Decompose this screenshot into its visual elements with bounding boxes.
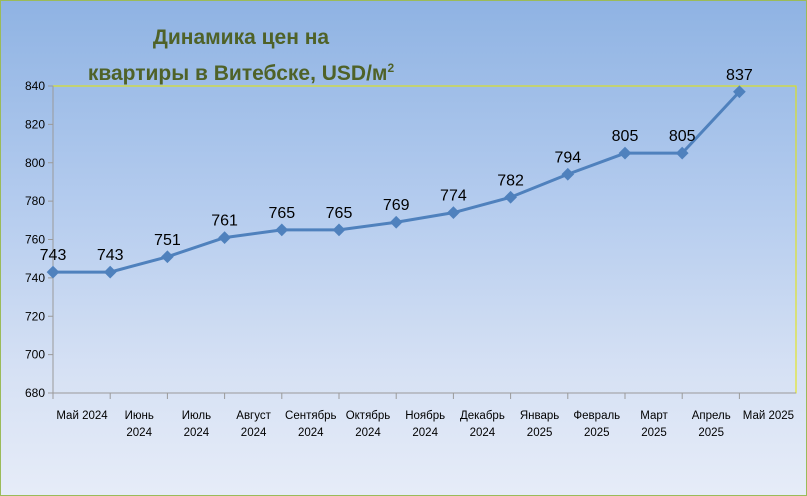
y-tick-label: 800 xyxy=(25,156,45,170)
chart-title-line2-text: квартиры в Витебске, USD/м xyxy=(87,62,388,85)
data-point-marker xyxy=(389,215,403,229)
x-tick-label: Октябрь xyxy=(346,410,391,422)
x-tick-label: Январь xyxy=(520,410,559,422)
x-tick-label: 2024 xyxy=(470,427,496,439)
x-tick-label: 2024 xyxy=(355,427,381,439)
data-point-marker xyxy=(618,146,632,160)
x-tick-label: Декабрь xyxy=(460,410,505,422)
y-tick-label: 780 xyxy=(25,194,45,208)
y-tick-label: 680 xyxy=(25,386,45,400)
chart-title-line2: квартиры в Витебске, USD/м2 xyxy=(61,53,421,89)
data-label: 794 xyxy=(554,149,581,166)
y-tick-label: 720 xyxy=(25,309,45,323)
data-label: 769 xyxy=(383,197,410,214)
data-label: 761 xyxy=(211,213,238,230)
x-tick-label: Август xyxy=(236,410,271,422)
data-point-marker xyxy=(218,231,231,244)
data-point-marker xyxy=(447,206,460,220)
x-tick-label: Май 2025 xyxy=(743,410,794,422)
data-point-marker xyxy=(275,223,289,237)
data-point-marker xyxy=(561,167,575,181)
data-label: 837 xyxy=(726,67,753,84)
chart-title-line1: Динамика цен на xyxy=(152,26,330,49)
data-label: 782 xyxy=(497,172,524,189)
y-tick-label: 740 xyxy=(25,271,45,285)
chart-title-superscript: 2 xyxy=(387,61,395,75)
data-label: 805 xyxy=(669,128,696,145)
y-tick-label: 700 xyxy=(25,348,45,362)
x-tick-label: 2024 xyxy=(126,427,152,439)
data-point-marker xyxy=(504,190,517,204)
x-tick-label: Ноябрь xyxy=(405,410,445,422)
x-tick-label: Май 2024 xyxy=(56,410,108,422)
data-label: 743 xyxy=(40,247,67,264)
x-tick-label: 2025 xyxy=(641,427,667,439)
x-tick-label: Июль xyxy=(182,410,211,422)
y-tick-label: 820 xyxy=(25,117,45,131)
x-tick-label: Март xyxy=(640,410,668,422)
x-tick-label: 2024 xyxy=(184,427,210,439)
x-tick-label: Февраль xyxy=(573,410,620,422)
data-point-marker xyxy=(161,250,174,264)
y-tick-label: 760 xyxy=(25,233,45,247)
x-tick-label: Июнь xyxy=(125,410,154,422)
x-tick-label: 2024 xyxy=(412,427,438,439)
x-tick-label: Сентябрь xyxy=(285,410,337,422)
x-tick-label: 2025 xyxy=(698,427,724,439)
y-tick-label: 840 xyxy=(25,79,45,93)
x-tick-label: 2024 xyxy=(241,427,267,439)
x-tick-label: 2025 xyxy=(527,427,553,439)
data-point-marker xyxy=(332,223,346,237)
x-tick-label: Апрель xyxy=(692,410,731,422)
data-point-marker xyxy=(103,265,117,279)
data-label: 774 xyxy=(440,188,467,205)
chart-title: Динамика цен на квартиры в Витебске, USD… xyxy=(61,23,421,89)
data-point-marker xyxy=(46,265,60,279)
data-label: 765 xyxy=(326,205,353,222)
data-label: 743 xyxy=(97,247,124,264)
data-label: 751 xyxy=(154,232,181,249)
x-tick-label: 2024 xyxy=(298,427,324,439)
data-label: 765 xyxy=(268,205,295,222)
x-tick-label: 2025 xyxy=(584,427,610,439)
data-label: 805 xyxy=(612,128,639,145)
